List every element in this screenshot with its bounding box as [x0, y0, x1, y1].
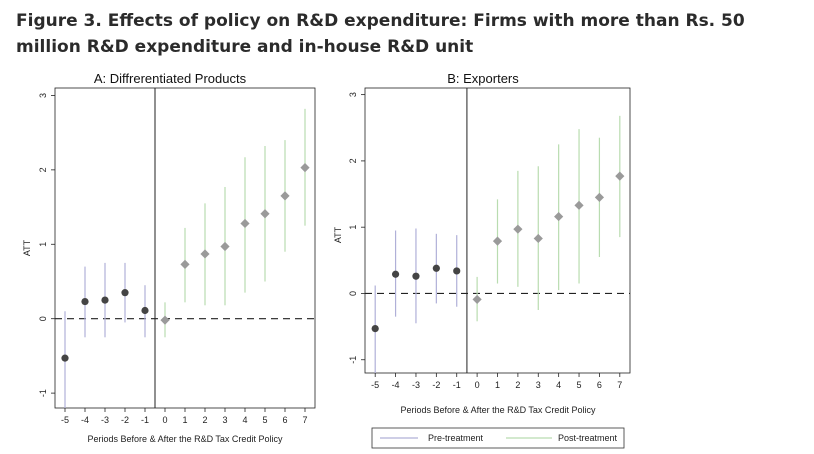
panel-b-xtick-label: -4 — [392, 380, 400, 390]
panel-a-post-point — [260, 209, 270, 219]
panel-b-ytick-label: 0 — [348, 291, 358, 296]
panel-b-post-point — [513, 224, 523, 234]
panel-a-post-point — [280, 191, 290, 201]
panel-b-xtick-label: 5 — [577, 380, 582, 390]
panel-a-pre-point — [141, 306, 149, 315]
panel-b-pre-point — [371, 324, 379, 333]
panel-b-post-point — [615, 171, 625, 181]
panel-a-xtick-label: -1 — [141, 415, 149, 425]
figure-title: Figure 3. Effects of policy on R&D expen… — [16, 11, 745, 57]
panel-a-xtick-label: 4 — [242, 415, 247, 425]
panel-b-xtick-label: 1 — [495, 380, 500, 390]
panel-a-post-point — [160, 315, 170, 325]
legend: Pre-treatment Post-treatment — [371, 427, 625, 449]
panel-a-pre-point — [121, 289, 129, 297]
panel-a-xtick-label: 5 — [262, 415, 267, 425]
panel-a: A: Diffrerentiated Products ATT Periods … — [22, 71, 316, 444]
panel-a-xtick-label: 3 — [222, 415, 227, 425]
panel-b-xtick-label: 3 — [536, 380, 541, 390]
legend-pre-label: Pre-treatment — [428, 433, 484, 443]
panel-b-xtick-label: 2 — [515, 380, 520, 390]
panel-b-xtick-label: 6 — [597, 380, 602, 390]
legend-box — [371, 427, 625, 449]
panel-b-pre-point — [391, 270, 400, 278]
panel-a-ytick-label: -1 — [38, 389, 48, 397]
panel-a-xtick-label: 2 — [202, 415, 207, 425]
panel-a-xlabel: Periods Before & After the R&D Tax Credi… — [88, 434, 283, 444]
panel-a-xtick-label: 6 — [282, 415, 287, 425]
panel-a-xtick-label: -4 — [81, 415, 89, 425]
panel-a-xtick-label: -3 — [101, 415, 109, 425]
panel-b-ytick-label: 3 — [348, 92, 358, 97]
panel-b: B: Exporters ATT Periods Before & After … — [333, 71, 631, 415]
panel-a-xtick-label: -5 — [61, 415, 69, 425]
panel-b-xlabel: Periods Before & After the R&D Tax Credi… — [401, 405, 596, 415]
panel-b-xtick-label: -2 — [432, 380, 440, 390]
panel-a-pre-point — [81, 297, 89, 306]
panel-b-post-point — [574, 200, 584, 210]
panel-b-pre-point — [412, 272, 420, 280]
panel-b-pre-point — [432, 264, 440, 272]
panel-b-ylabel: ATT — [333, 226, 343, 243]
panel-b-post-point — [554, 211, 564, 222]
panel-b-pre-point — [453, 267, 461, 275]
panel-b-xtick-label: 0 — [475, 380, 480, 390]
panel-a-xtick-label: 1 — [182, 415, 187, 425]
panel-a-title: A: Diffrerentiated Products — [94, 71, 247, 86]
panel-b-post-point — [594, 192, 605, 202]
panel-a-ytick-label: 1 — [38, 242, 48, 247]
panel-a-xtick-label: 0 — [162, 415, 167, 425]
panel-a-pre-point — [61, 354, 69, 362]
panel-a-post-point — [220, 241, 230, 252]
panel-a-xtick-label: -2 — [121, 415, 129, 425]
panel-a-ytick-label: 2 — [38, 167, 48, 172]
legend-post-label: Post-treatment — [558, 433, 618, 443]
panel-b-post-point — [492, 236, 503, 246]
panel-b-xtick-label: -5 — [371, 380, 379, 390]
panel-b-xtick-label: 4 — [556, 380, 561, 390]
panel-a-post-point — [240, 218, 250, 229]
panel-b-ytick-label: 2 — [348, 158, 358, 163]
panel-b-xtick-label: -3 — [412, 380, 420, 390]
panel-b-ytick-label: -1 — [348, 356, 358, 364]
panel-a-pre-point — [101, 296, 109, 304]
panel-a-ytick-label: 3 — [38, 93, 48, 98]
panel-b-xtick-label: -1 — [453, 380, 461, 390]
panel-b-ytick-label: 1 — [348, 225, 358, 230]
panel-a-xtick-label: 7 — [302, 415, 307, 425]
panel-b-title: B: Exporters — [447, 71, 519, 86]
panel-b-post-point — [533, 233, 543, 244]
panel-a-ytick-label: 0 — [38, 316, 48, 321]
panel-a-post-point — [180, 259, 190, 269]
panel-b-post-point — [472, 294, 482, 305]
panel-a-post-point — [300, 163, 310, 173]
panel-a-post-point — [200, 249, 210, 259]
panel-a-ylabel: ATT — [22, 239, 32, 256]
panel-b-xtick-label: 7 — [617, 380, 622, 390]
